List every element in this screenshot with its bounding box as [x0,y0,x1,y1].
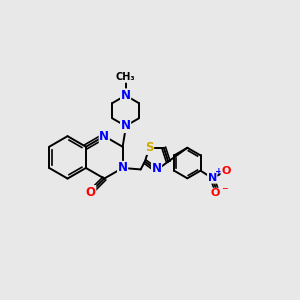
Text: O: O [86,186,96,199]
Text: ⁻: ⁻ [221,185,228,198]
Text: CH₃: CH₃ [116,72,135,82]
Text: N: N [121,89,130,102]
Text: N: N [118,161,128,175]
Text: N: N [208,173,217,183]
Text: N: N [121,119,130,133]
Text: +: + [215,167,223,176]
Text: N: N [152,162,162,175]
Text: S: S [145,141,154,154]
Text: O: O [221,166,230,176]
Text: O: O [210,188,220,198]
Text: N: N [99,130,109,143]
